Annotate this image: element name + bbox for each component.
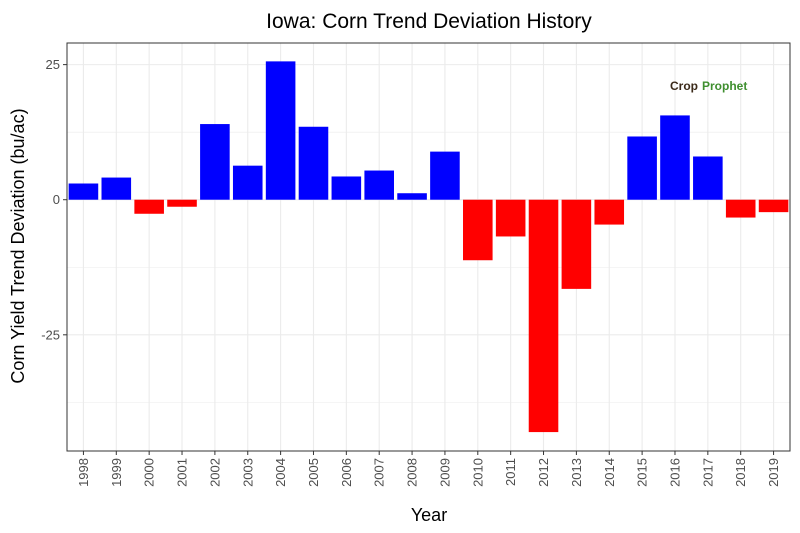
x-tick-label: 2005 bbox=[306, 458, 321, 487]
x-tick-label: 2019 bbox=[766, 458, 781, 487]
bar-2015 bbox=[627, 136, 657, 200]
bar-2012 bbox=[528, 199, 559, 433]
y-axis-title: Corn Yield Trend Deviation (bu/ac) bbox=[8, 108, 28, 383]
x-tick-label: 2010 bbox=[470, 458, 485, 487]
x-tick-label: 2016 bbox=[667, 458, 682, 487]
x-tick-label: 2018 bbox=[733, 458, 748, 487]
bar-1998 bbox=[68, 183, 99, 200]
x-axis-title: Year bbox=[411, 505, 447, 525]
x-tick-label: 2002 bbox=[207, 458, 222, 487]
bar-2002 bbox=[200, 124, 230, 200]
bar-2000 bbox=[134, 199, 164, 214]
logo-text-prophet: Prophet bbox=[702, 79, 747, 93]
x-tick-label: 2004 bbox=[273, 458, 288, 487]
x-tick-label: 2000 bbox=[142, 458, 157, 487]
x-tick-label: 2008 bbox=[405, 458, 420, 487]
bar-2013 bbox=[561, 199, 592, 289]
bar-2007 bbox=[364, 170, 394, 200]
bar-2004 bbox=[265, 61, 296, 200]
logo: Crop Prophet bbox=[670, 79, 747, 93]
gridlines bbox=[67, 43, 790, 451]
bar-2010 bbox=[463, 199, 493, 261]
logo-text-crop: Crop bbox=[670, 79, 698, 93]
plot-border bbox=[66, 42, 791, 452]
bar-2019 bbox=[758, 199, 789, 213]
bar-1999 bbox=[101, 177, 132, 200]
bars bbox=[68, 61, 789, 433]
bar-2009 bbox=[430, 151, 460, 200]
x-tick-label: 2017 bbox=[700, 458, 715, 487]
x-tick-label: 2009 bbox=[437, 458, 452, 487]
chart-title: Iowa: Corn Trend Deviation History bbox=[266, 10, 592, 33]
x-tick-label: 2012 bbox=[536, 458, 551, 487]
x-tick-label: 2007 bbox=[372, 458, 387, 487]
y-axis-ticks: 25 0 -25 bbox=[41, 57, 67, 342]
bar-2001 bbox=[167, 199, 197, 207]
x-tick-label: 2015 bbox=[635, 458, 650, 487]
x-tick-label: 2014 bbox=[602, 458, 617, 487]
x-tick-label: 2006 bbox=[339, 458, 354, 487]
bar-2006 bbox=[331, 176, 362, 200]
x-tick-label: 2011 bbox=[503, 458, 518, 486]
y-tick-label: 25 bbox=[46, 57, 60, 72]
bar-2016 bbox=[660, 115, 690, 200]
bar-2003 bbox=[232, 165, 263, 200]
x-tick-label: 1999 bbox=[109, 458, 124, 487]
x-tick-label: 2013 bbox=[569, 458, 584, 487]
bar-2018 bbox=[725, 199, 756, 218]
x-tick-label: 1998 bbox=[76, 458, 91, 487]
bar-2014 bbox=[594, 199, 625, 225]
bar-2005 bbox=[298, 126, 329, 200]
y-tick-label: -25 bbox=[41, 327, 60, 342]
y-tick-label: 0 bbox=[53, 192, 60, 207]
bar-2017 bbox=[693, 156, 723, 200]
x-tick-label: 2003 bbox=[240, 458, 255, 487]
x-axis-ticks: 1998 1999 2000 2001 2002 2003 2004 2005 2006 2007… bbox=[76, 451, 781, 487]
x-tick-label: 2001 bbox=[175, 458, 190, 487]
bar-2011 bbox=[495, 199, 526, 237]
bar-2008 bbox=[397, 193, 427, 200]
